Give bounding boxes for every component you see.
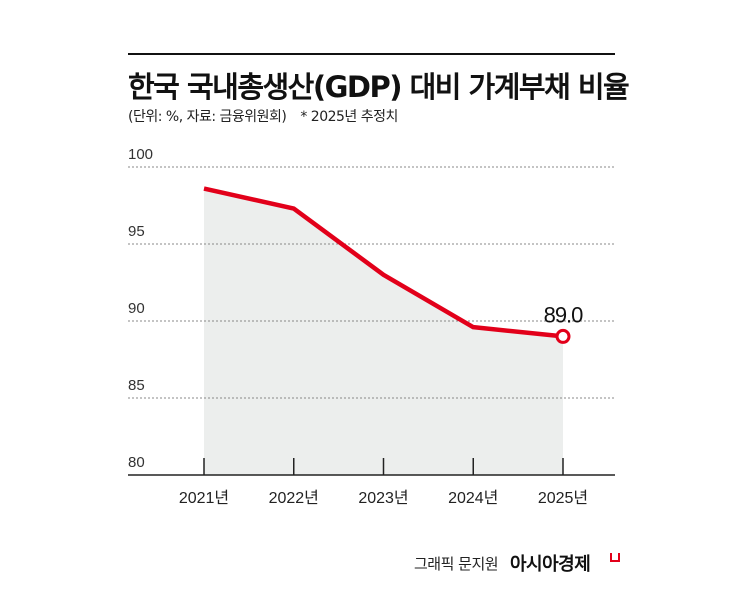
y-tick-label: 80 (128, 454, 145, 471)
series-line (203, 186, 564, 339)
unit-source: (단위: %, 자료: 금융위원회) (128, 109, 287, 125)
y-tick-label: 100 (128, 146, 153, 163)
data-point (555, 328, 571, 344)
title-rule (128, 53, 615, 55)
brand-logo: 아시아경제 (510, 554, 591, 575)
chart-title: 한국 국내총생산(GDP) 대비 가계부채 비율 (128, 70, 630, 104)
graphic-credit: 그래픽 문지원 (414, 555, 499, 573)
x-tick-label: 2022년 (269, 489, 319, 507)
x-tick-label: 2024년 (448, 489, 498, 507)
area-fill (204, 188, 563, 475)
x-tick-label: 2023년 (358, 489, 408, 507)
y-tick-label: 85 (128, 377, 145, 394)
x-tick-label: 2021년 (179, 489, 229, 507)
brand-mark-icon (610, 553, 620, 562)
estimate-note: * 2025년 추정치 (300, 109, 398, 125)
data-label: 89.0 (544, 302, 584, 327)
x-tick-label: 2025년 (538, 489, 588, 507)
y-tick-label: 95 (128, 223, 145, 240)
y-tick-label: 90 (128, 300, 145, 317)
chart-subtitle: (단위: %, 자료: 금융위원회) * 2025년 추정치 (128, 106, 408, 126)
